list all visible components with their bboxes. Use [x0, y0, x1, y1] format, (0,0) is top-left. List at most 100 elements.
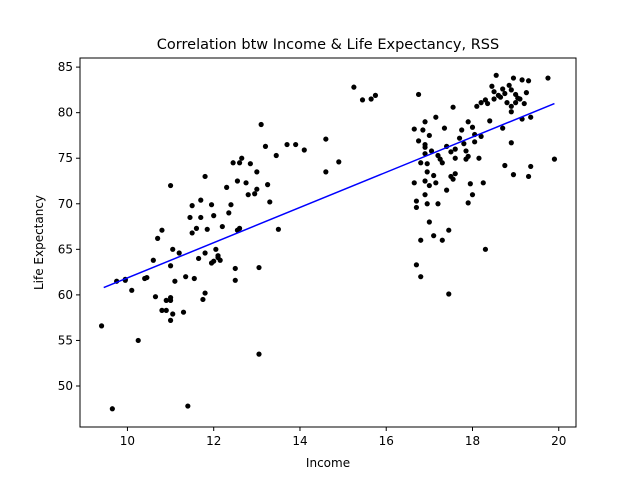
data-point — [284, 141, 290, 148]
x-tick-label: 20 — [551, 434, 566, 448]
data-point — [521, 100, 527, 107]
data-point — [254, 169, 260, 175]
data-point — [469, 124, 476, 130]
data-point — [448, 149, 454, 155]
data-point — [217, 257, 223, 263]
data-point — [426, 132, 432, 139]
data-point — [480, 180, 486, 186]
chart-title: Correlation btw Income & Life Expectancy… — [157, 37, 499, 53]
data-point — [435, 201, 441, 207]
data-point — [152, 294, 159, 300]
data-point — [446, 227, 452, 233]
points-layer — [98, 72, 558, 412]
y-tick-label: 60 — [58, 288, 73, 302]
data-point — [159, 227, 165, 233]
data-point — [211, 213, 217, 219]
data-point — [323, 136, 329, 142]
regression-line — [103, 102, 555, 289]
y-tick-label: 85 — [58, 60, 73, 74]
data-point — [424, 169, 430, 175]
data-point — [420, 127, 426, 133]
data-point — [510, 75, 517, 81]
data-point — [504, 100, 510, 106]
data-point — [459, 127, 465, 133]
data-point — [484, 100, 491, 107]
data-point — [200, 296, 206, 303]
data-point — [368, 96, 374, 102]
data-point — [418, 160, 424, 166]
data-point — [446, 291, 452, 297]
data-point — [163, 307, 169, 313]
data-point — [256, 264, 262, 271]
y-tick-label: 70 — [58, 197, 73, 211]
data-point — [418, 274, 424, 280]
data-point — [474, 103, 480, 109]
data-point — [508, 103, 514, 109]
data-point — [243, 180, 249, 186]
data-point — [189, 203, 195, 209]
data-point — [359, 97, 366, 103]
y-tick-label: 80 — [58, 106, 73, 120]
data-point — [232, 265, 238, 272]
data-point — [180, 309, 187, 315]
data-point — [129, 287, 135, 293]
ticks-layer: 10 12 14 16 18 20 50 55 60 65 70 75 80 85 — [58, 60, 567, 448]
data-point — [528, 163, 534, 170]
data-point — [258, 121, 264, 128]
data-point — [450, 104, 456, 110]
data-point — [191, 275, 197, 282]
data-point — [150, 257, 156, 263]
data-point — [155, 235, 161, 241]
data-point — [489, 83, 495, 89]
data-point — [202, 173, 208, 180]
data-point — [202, 290, 208, 296]
data-point — [247, 161, 253, 167]
data-point — [450, 176, 456, 182]
data-point — [508, 87, 514, 93]
data-point — [422, 192, 428, 198]
data-point — [452, 171, 458, 177]
data-point — [273, 152, 279, 159]
data-point — [267, 199, 273, 205]
data-point — [202, 250, 208, 256]
data-point — [506, 82, 512, 88]
data-point — [439, 160, 445, 166]
data-point — [256, 351, 262, 357]
data-point — [411, 126, 417, 132]
data-point — [163, 297, 169, 303]
data-point — [545, 75, 551, 81]
data-point — [230, 160, 236, 166]
data-point — [456, 135, 463, 141]
data-point — [528, 114, 534, 120]
y-axis-label: Life Expectancy — [32, 195, 46, 290]
data-point — [254, 186, 260, 192]
data-point — [159, 307, 165, 313]
x-tick-label: 12 — [206, 434, 221, 448]
data-point — [491, 96, 497, 102]
data-point — [465, 153, 471, 159]
data-point — [502, 162, 508, 169]
y-tick-label: 75 — [58, 151, 73, 165]
y-tick-label: 55 — [58, 333, 73, 347]
data-point — [426, 182, 432, 189]
data-point — [193, 225, 200, 231]
data-point — [415, 138, 422, 144]
data-point — [439, 237, 445, 243]
data-point — [424, 201, 430, 207]
data-point — [265, 182, 271, 188]
data-point — [189, 230, 195, 236]
data-point — [551, 156, 558, 162]
data-point — [469, 192, 476, 198]
data-point — [232, 277, 238, 283]
y-tick-label: 65 — [58, 242, 73, 256]
data-point — [198, 214, 204, 221]
data-point — [500, 125, 506, 131]
data-point — [465, 200, 471, 206]
data-point — [170, 246, 176, 252]
data-point — [275, 226, 281, 232]
data-point — [493, 72, 499, 78]
data-point — [185, 403, 191, 409]
data-point — [444, 187, 450, 193]
data-point — [426, 219, 432, 225]
